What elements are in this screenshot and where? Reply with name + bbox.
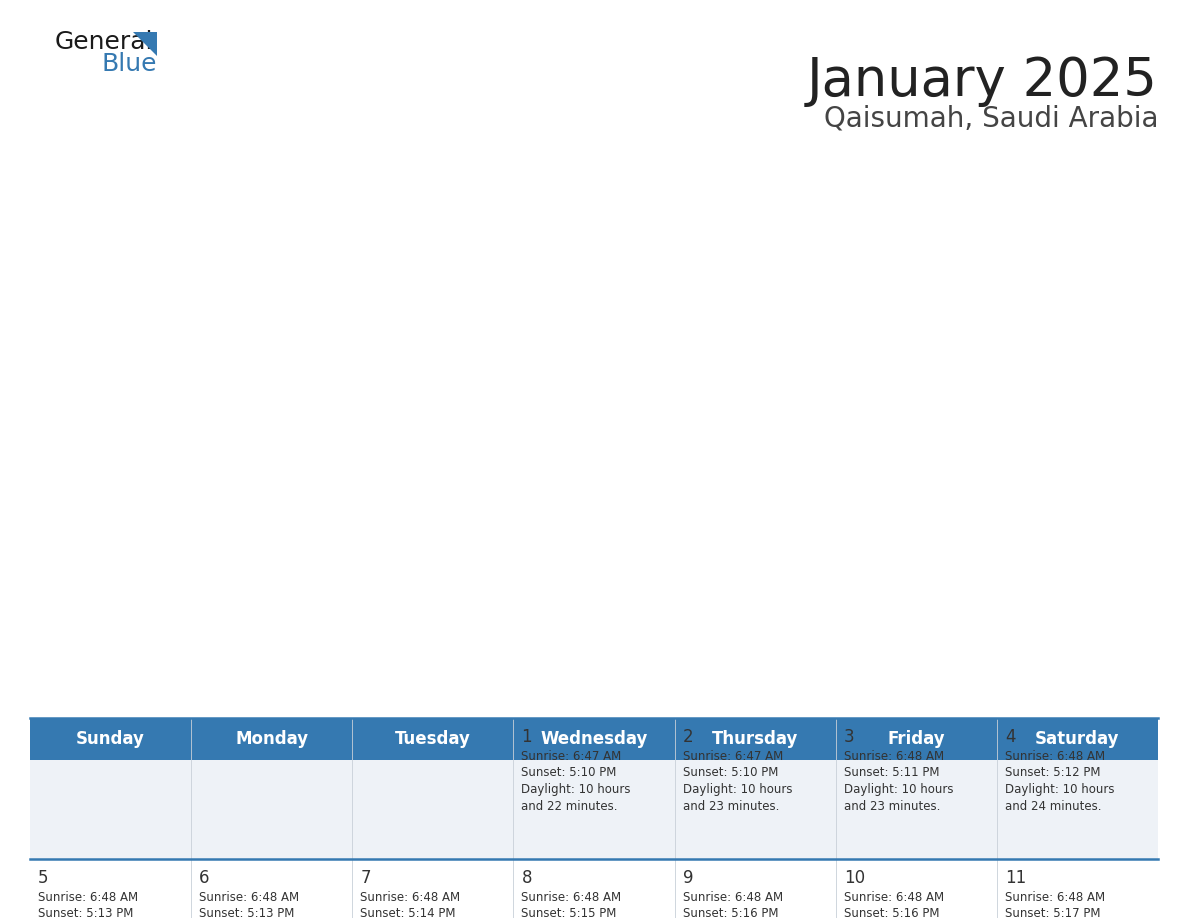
Text: 4: 4 — [1005, 728, 1016, 746]
Bar — [30, 858, 1158, 918]
Text: 3: 3 — [843, 728, 854, 746]
Text: Blue: Blue — [101, 52, 157, 76]
Text: 10: 10 — [843, 868, 865, 887]
Text: Sunrise: 6:47 AM
Sunset: 5:10 PM
Daylight: 10 hours
and 23 minutes.: Sunrise: 6:47 AM Sunset: 5:10 PM Dayligh… — [683, 750, 792, 812]
Bar — [30, 718, 1158, 858]
Text: Sunday: Sunday — [76, 730, 145, 748]
Text: 7: 7 — [360, 868, 371, 887]
Text: 9: 9 — [683, 868, 693, 887]
Text: Sunrise: 6:48 AM
Sunset: 5:12 PM
Daylight: 10 hours
and 24 minutes.: Sunrise: 6:48 AM Sunset: 5:12 PM Dayligh… — [1005, 750, 1114, 812]
Text: 1: 1 — [522, 728, 532, 746]
Text: Qaisumah, Saudi Arabia: Qaisumah, Saudi Arabia — [823, 105, 1158, 133]
Text: General: General — [55, 30, 153, 54]
Text: Friday: Friday — [887, 730, 946, 748]
Text: 5: 5 — [38, 868, 49, 887]
Bar — [30, 718, 1158, 760]
Text: Monday: Monday — [235, 730, 308, 748]
Text: 6: 6 — [200, 868, 209, 887]
Text: Sunrise: 6:47 AM
Sunset: 5:10 PM
Daylight: 10 hours
and 22 minutes.: Sunrise: 6:47 AM Sunset: 5:10 PM Dayligh… — [522, 750, 631, 812]
Text: Tuesday: Tuesday — [394, 730, 470, 748]
Text: Sunrise: 6:48 AM
Sunset: 5:13 PM
Daylight: 10 hours
and 24 minutes.: Sunrise: 6:48 AM Sunset: 5:13 PM Dayligh… — [38, 890, 147, 918]
Text: 8: 8 — [522, 868, 532, 887]
Text: 11: 11 — [1005, 868, 1026, 887]
Text: January 2025: January 2025 — [807, 55, 1158, 107]
Text: Thursday: Thursday — [712, 730, 798, 748]
Polygon shape — [133, 32, 157, 56]
Text: Sunrise: 6:48 AM
Sunset: 5:16 PM
Daylight: 10 hours
and 27 minutes.: Sunrise: 6:48 AM Sunset: 5:16 PM Dayligh… — [683, 890, 792, 918]
Text: Sunrise: 6:48 AM
Sunset: 5:14 PM
Daylight: 10 hours
and 25 minutes.: Sunrise: 6:48 AM Sunset: 5:14 PM Dayligh… — [360, 890, 469, 918]
Text: Sunrise: 6:48 AM
Sunset: 5:17 PM
Daylight: 10 hours
and 28 minutes.: Sunrise: 6:48 AM Sunset: 5:17 PM Dayligh… — [1005, 890, 1114, 918]
Text: Sunrise: 6:48 AM
Sunset: 5:16 PM
Daylight: 10 hours
and 28 minutes.: Sunrise: 6:48 AM Sunset: 5:16 PM Dayligh… — [843, 890, 953, 918]
Text: Sunrise: 6:48 AM
Sunset: 5:13 PM
Daylight: 10 hours
and 25 minutes.: Sunrise: 6:48 AM Sunset: 5:13 PM Dayligh… — [200, 890, 309, 918]
Text: Sunrise: 6:48 AM
Sunset: 5:15 PM
Daylight: 10 hours
and 26 minutes.: Sunrise: 6:48 AM Sunset: 5:15 PM Dayligh… — [522, 890, 631, 918]
Text: Wednesday: Wednesday — [541, 730, 647, 748]
Text: 2: 2 — [683, 728, 693, 746]
Text: Sunrise: 6:48 AM
Sunset: 5:11 PM
Daylight: 10 hours
and 23 minutes.: Sunrise: 6:48 AM Sunset: 5:11 PM Dayligh… — [843, 750, 953, 812]
Text: Saturday: Saturday — [1035, 730, 1119, 748]
